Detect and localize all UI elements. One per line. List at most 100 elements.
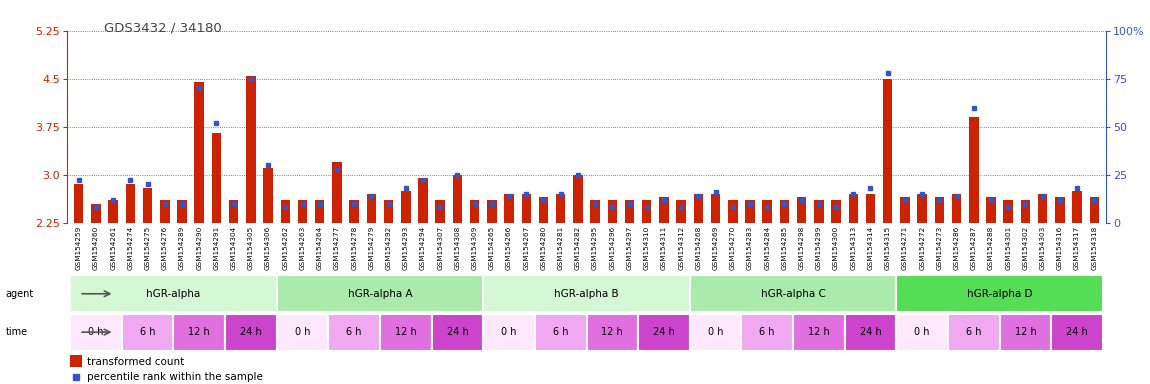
Bar [535,314,586,351]
Bar [952,194,961,223]
Bar [849,194,858,223]
Text: hGR-alpha B: hGR-alpha B [554,289,619,299]
Bar [384,200,393,223]
Bar [470,200,480,223]
Text: hGR-alpha D: hGR-alpha D [967,289,1033,299]
Bar [70,356,83,367]
Text: hGR-alpha A: hGR-alpha A [347,289,412,299]
Bar [122,314,174,351]
Text: transformed count: transformed count [87,357,184,367]
Bar [762,200,772,223]
Bar [831,200,841,223]
Text: percentile rank within the sample: percentile rank within the sample [87,372,262,382]
Bar [896,314,948,351]
Bar [573,175,583,223]
Bar [328,314,380,351]
Text: 24 h: 24 h [653,327,675,337]
Text: 0 h: 0 h [294,327,311,337]
Text: 6 h: 6 h [140,327,155,337]
Text: hGR-alpha C: hGR-alpha C [760,289,826,299]
Text: 12 h: 12 h [808,327,830,337]
Text: 24 h: 24 h [859,327,881,337]
Text: 0 h: 0 h [501,327,516,337]
Bar [229,200,238,223]
Bar [586,314,638,351]
Bar [91,204,101,223]
Bar [431,314,483,351]
Bar [590,200,600,223]
Bar [797,197,806,223]
Text: 6 h: 6 h [346,327,362,337]
Text: 24 h: 24 h [240,327,262,337]
Bar [522,194,531,223]
Bar [298,200,307,223]
Bar [866,194,875,223]
Bar [483,275,690,312]
Text: 6 h: 6 h [553,327,568,337]
Text: 12 h: 12 h [601,327,623,337]
Bar [419,178,428,223]
Bar [711,194,720,223]
Text: 24 h: 24 h [446,327,468,337]
Bar [896,275,1103,312]
Bar [483,314,535,351]
Bar [624,200,635,223]
Bar [1021,200,1030,223]
Bar [380,314,431,351]
Bar [690,314,742,351]
Bar [177,200,186,223]
Bar [194,82,204,223]
Bar [436,200,445,223]
Bar [367,194,376,223]
Bar [676,200,685,223]
Bar [918,194,927,223]
Text: 0 h: 0 h [89,327,104,337]
Bar [1089,197,1099,223]
Text: 0 h: 0 h [708,327,723,337]
Bar [935,197,944,223]
Bar [987,197,996,223]
Bar [401,191,411,223]
Bar [70,275,277,312]
Bar [638,314,690,351]
Bar [277,275,483,312]
Text: agent: agent [6,289,34,299]
Text: hGR-alpha: hGR-alpha [146,289,200,299]
Bar [125,184,135,223]
Bar [160,200,169,223]
Text: time: time [6,327,28,337]
Bar [1072,191,1082,223]
Bar [728,200,737,223]
Bar [845,314,896,351]
Bar [174,314,225,351]
Bar [948,314,999,351]
Bar [281,200,290,223]
Bar [690,275,896,312]
Bar [277,314,328,351]
Bar [263,168,273,223]
Bar [999,314,1051,351]
Text: 6 h: 6 h [966,327,981,337]
Text: 6 h: 6 h [759,327,775,337]
Bar [883,79,892,223]
Bar [74,184,84,223]
Text: 12 h: 12 h [394,327,416,337]
Bar [659,197,668,223]
Bar [1004,200,1013,223]
Bar [607,200,618,223]
Bar [693,194,703,223]
Bar [780,200,789,223]
Bar [1038,194,1048,223]
Bar [745,200,754,223]
Bar [315,200,324,223]
Bar [969,117,979,223]
Bar [1055,197,1065,223]
Bar [538,197,549,223]
Bar [642,200,651,223]
Text: 24 h: 24 h [1066,327,1088,337]
Bar [793,314,845,351]
Bar [814,200,823,223]
Bar [1051,314,1103,351]
Bar [505,194,514,223]
Bar [108,200,118,223]
